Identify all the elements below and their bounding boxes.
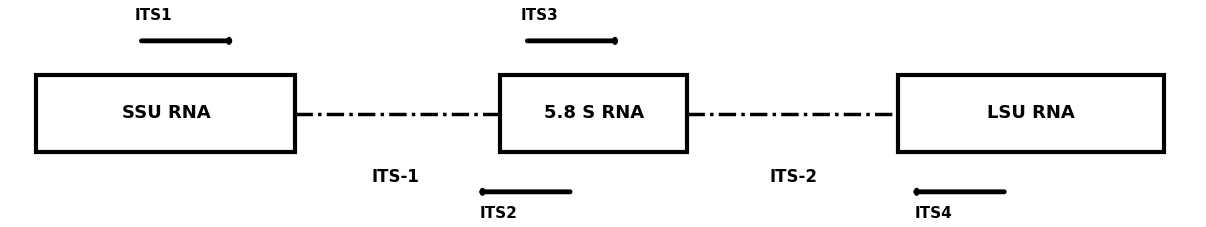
Text: ITS-1: ITS-1 <box>371 168 420 186</box>
Bar <box>500 75 687 152</box>
Text: 5.8 S RNA: 5.8 S RNA <box>544 104 644 123</box>
Bar <box>36 75 295 152</box>
Text: ITS4: ITS4 <box>914 206 952 221</box>
Text: SSU RNA: SSU RNA <box>122 104 210 123</box>
Text: ITS2: ITS2 <box>480 206 517 221</box>
Text: LSU RNA: LSU RNA <box>988 104 1075 123</box>
Text: ITS-2: ITS-2 <box>769 168 818 186</box>
Text: ITS1: ITS1 <box>135 8 172 23</box>
Text: ITS3: ITS3 <box>521 8 558 23</box>
Bar <box>898 75 1164 152</box>
